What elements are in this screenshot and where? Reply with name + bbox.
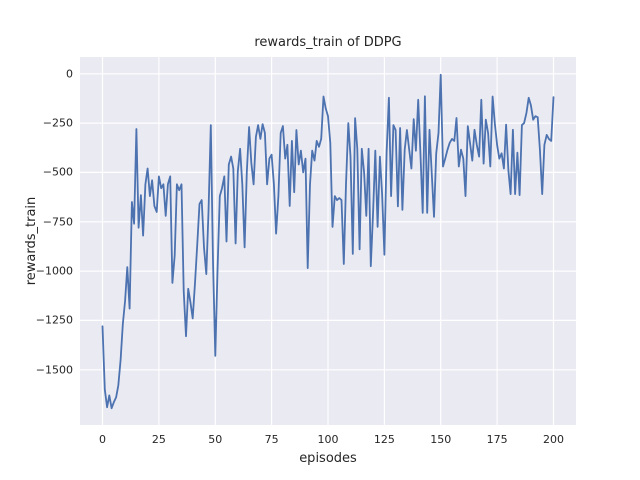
x-tick-label: 175 (486, 433, 508, 446)
x-tick-label: 75 (264, 433, 279, 446)
x-tick-label: 50 (208, 433, 223, 446)
x-tick-label: 150 (430, 433, 452, 446)
x-tick-label: 100 (317, 433, 339, 446)
y-tick-label: −1500 (35, 363, 73, 377)
y-tick-label: −1000 (35, 264, 73, 278)
chart-title: rewards_train of DDPG (254, 35, 402, 50)
y-tick-label: −250 (42, 116, 73, 130)
x-tick-label: 200 (542, 433, 564, 446)
x-tick-label: 0 (99, 433, 107, 446)
line-chart (80, 57, 576, 425)
x-axis-label: episodes (299, 451, 357, 466)
x-tick-label: 125 (373, 433, 395, 446)
y-tick-label: 0 (66, 67, 73, 81)
y-tick-label: −750 (42, 215, 73, 229)
x-tick-label: 25 (151, 433, 166, 446)
y-tick-label: −1250 (35, 313, 73, 327)
y-tick-label: −500 (42, 165, 73, 179)
plot-area (80, 57, 576, 425)
